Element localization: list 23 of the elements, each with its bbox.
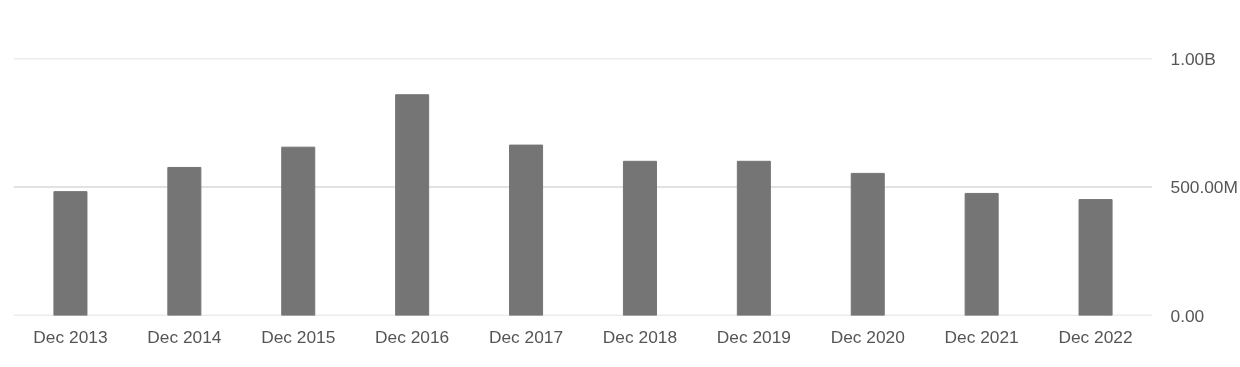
x-tick-label: Dec 2020: [830, 326, 905, 347]
x-tick-label: Dec 2016: [375, 326, 450, 347]
y-tick-label: 0.00: [1170, 305, 1205, 326]
x-tick-label: Dec 2015: [261, 326, 336, 347]
x-tick-label: Dec 2013: [33, 326, 108, 347]
x-tick-label: Dec 2021: [944, 326, 1019, 347]
bar: [736, 160, 771, 316]
bar: [622, 160, 657, 316]
x-tick-label: Dec 2017: [488, 326, 564, 347]
x-tick-label: Dec 2018: [602, 326, 678, 347]
bar: [395, 94, 430, 316]
bar: [509, 144, 544, 316]
bar: [53, 191, 88, 316]
x-tick-label: Dec 2019: [716, 326, 791, 347]
x-tick-label: Dec 2014: [147, 326, 222, 347]
y-tick-label: 500.00M: [1170, 177, 1238, 197]
bar: [850, 172, 885, 316]
bar: [281, 146, 316, 316]
bar: [964, 192, 999, 316]
bar: [1078, 199, 1113, 316]
x-tick-label: Dec 2022: [1058, 326, 1133, 347]
bar: [167, 166, 202, 316]
y-tick-label: 1.00B: [1170, 48, 1216, 69]
